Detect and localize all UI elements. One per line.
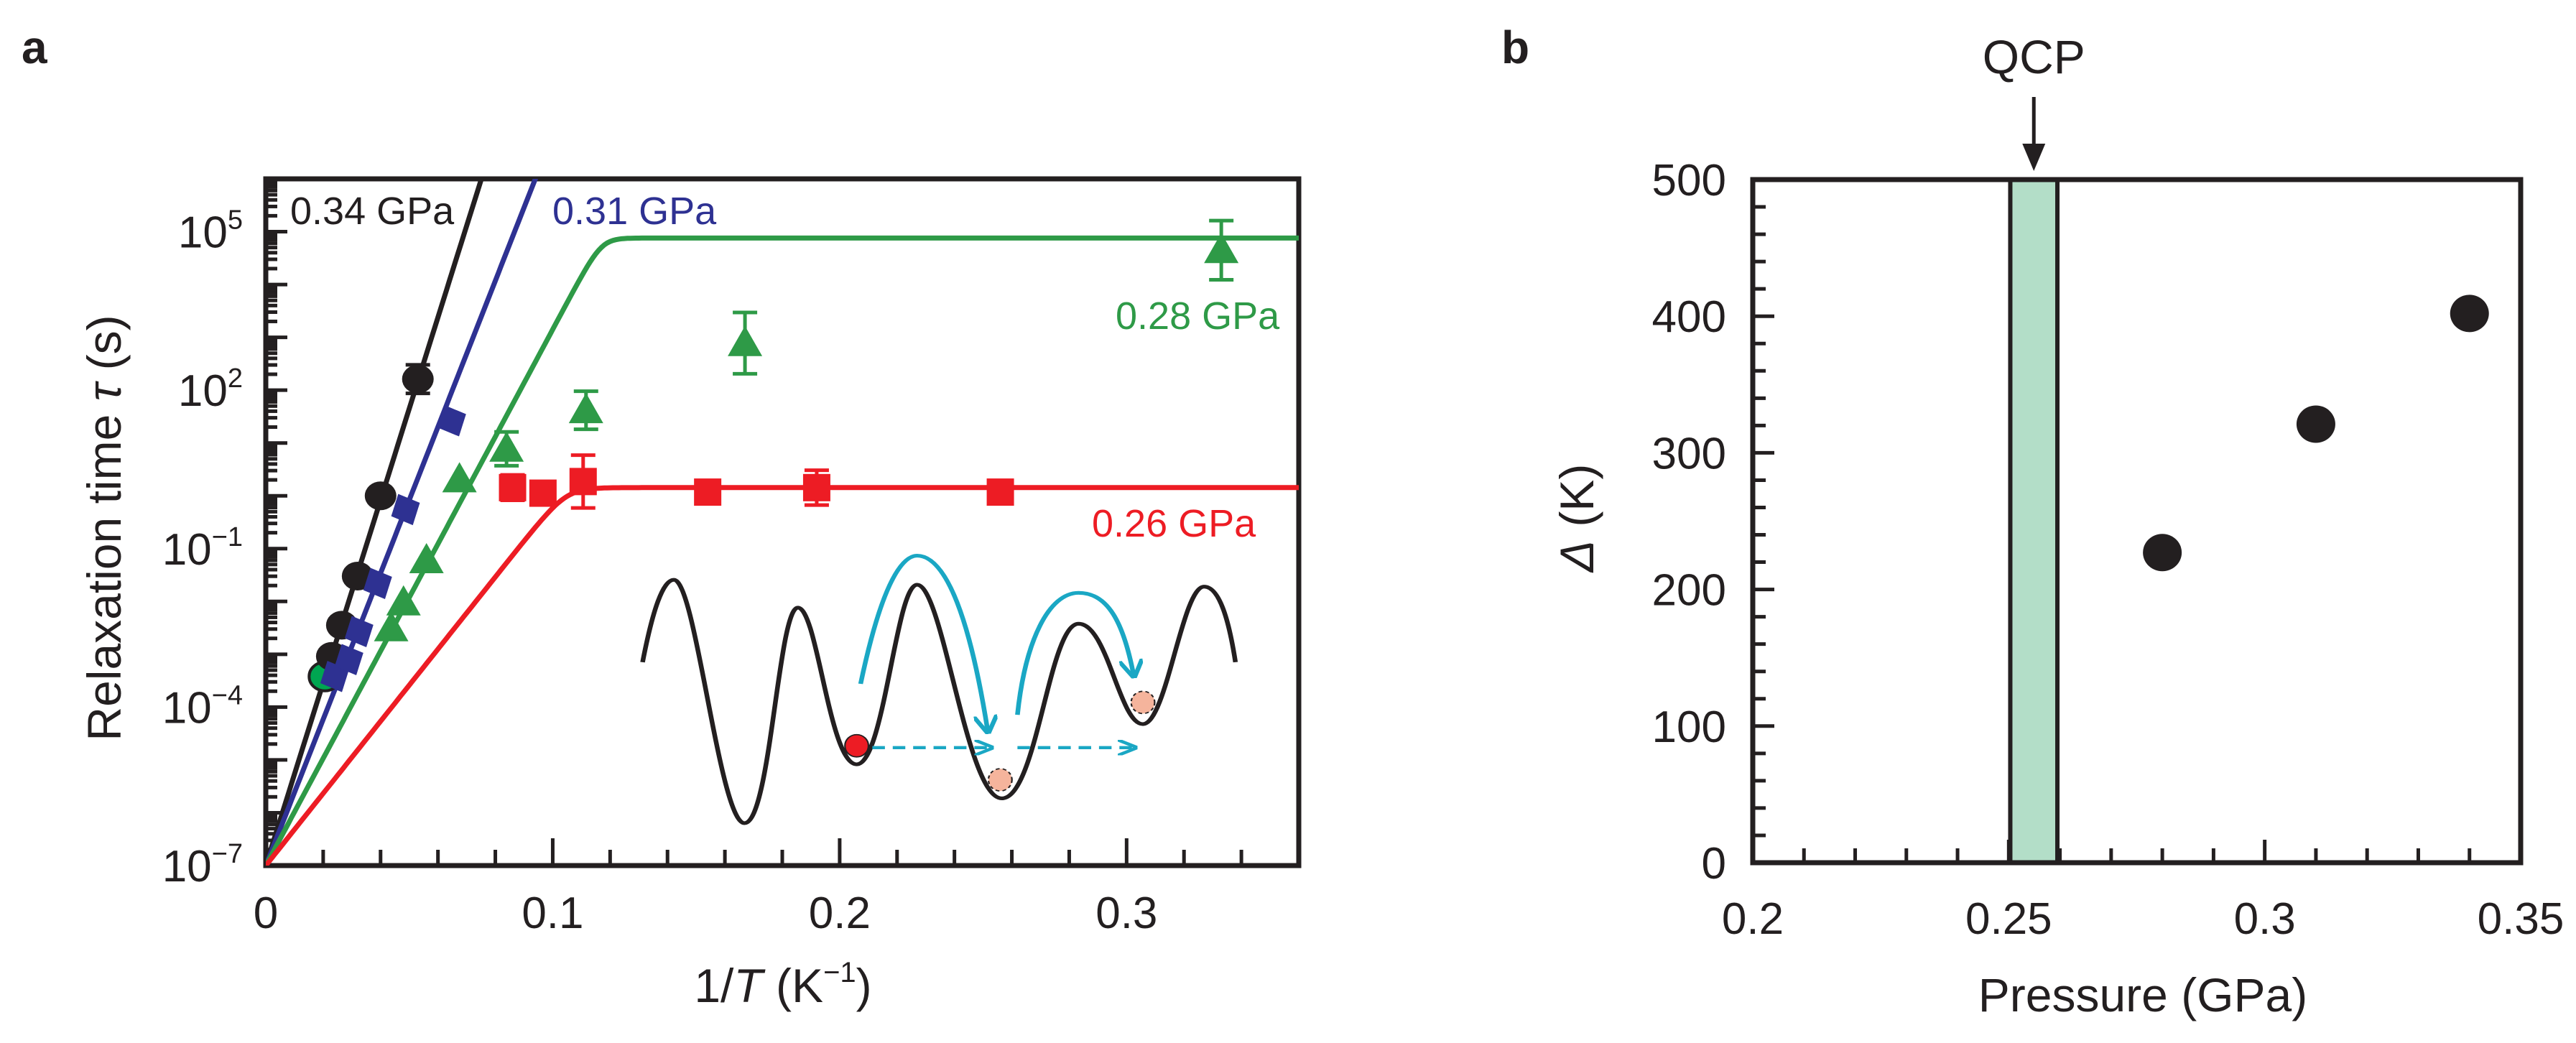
y-axis-title: Δ (K) — [1550, 464, 1603, 574]
x-tick-label: 0 — [254, 889, 278, 938]
plot-frame-b — [1750, 177, 2524, 866]
y-tick-label: 10−4 — [162, 680, 243, 733]
data-point-triangle — [442, 462, 477, 493]
plot-area-a — [266, 179, 1299, 866]
data-point-triangle — [728, 325, 763, 356]
series-label: 0.26 GPa — [1092, 502, 1256, 545]
x-tick-label: 0.35 — [2478, 894, 2565, 944]
data-point — [2143, 534, 2182, 572]
y-tick-label: 105 — [178, 205, 243, 258]
data-point-circle — [364, 481, 397, 511]
qcp-arrow-head-icon — [2022, 144, 2046, 171]
x-tick-label: 0.1 — [522, 889, 583, 938]
data-point-diamond — [344, 616, 374, 647]
data-point-square — [499, 473, 527, 501]
y-tick-label: 400 — [1652, 292, 1726, 342]
y-tick-label: 10−7 — [162, 839, 243, 891]
data-point-circle — [402, 364, 434, 394]
data-point-diamond — [363, 567, 392, 600]
panel-label-b: b — [1501, 22, 1529, 73]
y-tick-label: 0 — [1702, 839, 1726, 889]
y-tick-label: 102 — [178, 363, 243, 416]
hop-arrow-2 — [1015, 590, 1134, 715]
data-point-square — [694, 478, 722, 506]
data-point — [2450, 295, 2489, 333]
data-point-triangle — [489, 431, 524, 462]
data-point-diamond — [391, 493, 420, 526]
y-tick-label: 300 — [1652, 429, 1726, 478]
qcp-annotation: QCP — [1983, 30, 2085, 83]
y-tick-label: 500 — [1652, 156, 1726, 205]
data-point-square — [802, 473, 830, 501]
panel-a-relaxation-plot: 0 0.1 0.2 0.3 105 102 10−1 10−4 10−7 1/T (K−1) Rel… — [78, 176, 1302, 1012]
x-tick-label: 0.2 — [1722, 894, 1784, 944]
data-point-triangle — [386, 585, 421, 616]
potential-landscape-inset — [640, 553, 1238, 825]
qcp-band — [2008, 177, 2060, 865]
data-point-triangle — [409, 542, 444, 573]
x-tick-label: 0.3 — [2234, 894, 2296, 944]
y-axis-title: Relaxation time τ (s) — [78, 315, 131, 741]
x-tick-label: 0.2 — [809, 889, 871, 938]
particle-peach-1 — [987, 768, 1013, 792]
data-point-square — [569, 468, 597, 496]
data-point-triangle — [568, 393, 603, 424]
data-point-diamond — [437, 405, 466, 437]
series-label: 0.34 GPa — [290, 190, 455, 233]
panel-b-gap-vs-pressure: 0 100 200 300 400 500 0.2 0.25 0.3 0.35 Pressure (… — [1550, 30, 2564, 1021]
x-tick-label: 0.25 — [1965, 894, 2052, 944]
panel-label-a: a — [22, 22, 47, 73]
data-point-square — [529, 479, 557, 507]
y-tick-label: 10−1 — [162, 522, 243, 575]
hop-arrow-1 — [858, 553, 988, 731]
x-axis-title: Pressure (GPa) — [1978, 968, 2307, 1021]
particle-peach-2 — [1130, 690, 1156, 715]
potential-curve — [640, 578, 1238, 825]
data-point-circle — [341, 562, 374, 591]
data-point-triangle — [374, 611, 409, 641]
data-point-square — [986, 478, 1014, 506]
data-point-triangle — [1204, 233, 1239, 264]
y-tick-label: 100 — [1652, 703, 1726, 752]
data-point-diamond — [334, 644, 363, 675]
x-axis-title: 1/T (K−1) — [694, 957, 871, 1012]
plot-frame-a — [263, 176, 1302, 868]
series-label: 0.28 GPa — [1116, 295, 1280, 338]
x-tick-label: 0.3 — [1095, 889, 1157, 938]
fit-line-0-31-GPa — [266, 179, 538, 866]
series-label: 0.31 GPa — [552, 190, 717, 233]
data-point — [2296, 405, 2335, 443]
particle-red — [844, 733, 870, 758]
y-tick-label: 200 — [1652, 566, 1726, 616]
fit-line-0-26-GPa — [266, 485, 1299, 866]
fit-line-0-28-GPa — [266, 235, 1299, 866]
